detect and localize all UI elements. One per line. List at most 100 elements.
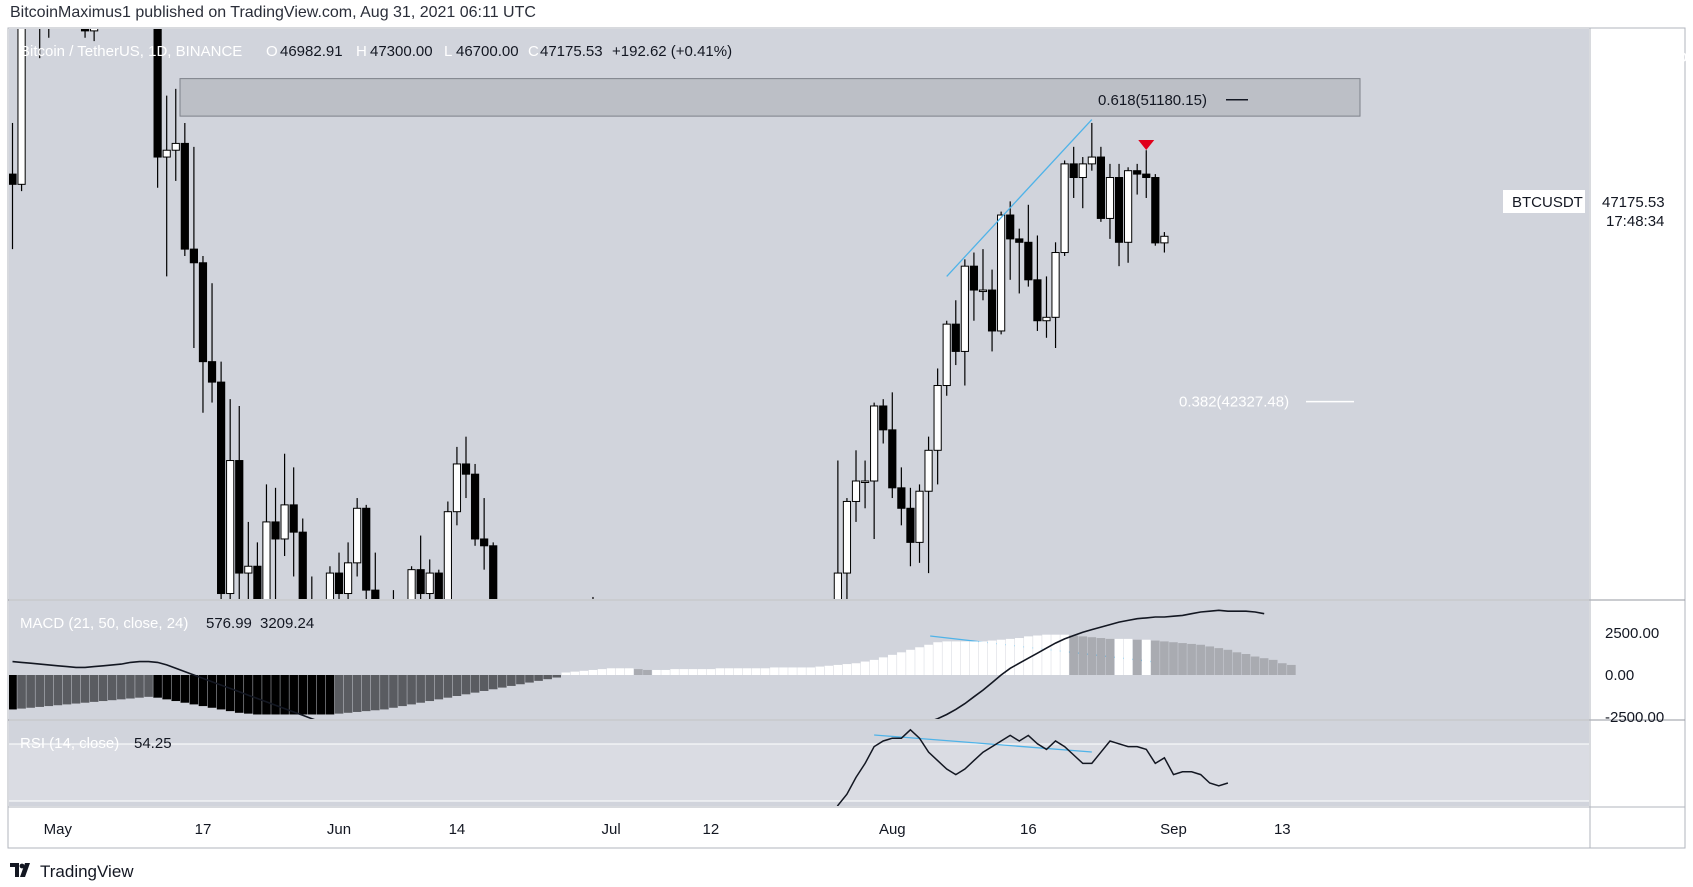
candle-bearish[interactable] xyxy=(951,323,960,352)
price-pane[interactable] xyxy=(9,29,1589,599)
candle-bullish[interactable] xyxy=(978,289,988,293)
candle-bearish[interactable] xyxy=(180,142,189,250)
candle-bullish[interactable] xyxy=(1160,235,1169,244)
candle-bearish[interactable] xyxy=(235,460,244,574)
candle-bullish[interactable] xyxy=(1087,156,1096,165)
resistance-zone[interactable] xyxy=(179,78,1361,117)
candle-bullish[interactable] xyxy=(1060,163,1069,254)
candle-bullish[interactable] xyxy=(353,507,362,564)
candle-bullish[interactable] xyxy=(443,511,452,635)
candle-bearish[interactable] xyxy=(1015,238,1024,243)
candle-bearish[interactable] xyxy=(271,521,280,540)
candle-bullish[interactable] xyxy=(851,480,861,502)
rsi-axis[interactable]: 60.00 xyxy=(1610,775,1648,792)
candle-bullish[interactable] xyxy=(162,149,171,158)
candle-bearish[interactable] xyxy=(371,589,380,634)
candle-bearish[interactable] xyxy=(897,487,906,509)
candle-bearish[interactable] xyxy=(298,531,307,627)
candle-bullish[interactable] xyxy=(915,490,924,543)
macd-histogram-bar xyxy=(361,675,371,712)
candle-bullish[interactable] xyxy=(933,385,942,451)
candle-bearish[interactable] xyxy=(207,361,217,383)
fib-0618-label[interactable]: 0.618(51180.15) xyxy=(1098,92,1207,109)
candle-bearish[interactable] xyxy=(9,173,17,185)
last-price-symbol: BTCUSDT xyxy=(1512,194,1583,211)
candle-bearish[interactable] xyxy=(217,381,226,595)
candle-bullish[interactable] xyxy=(343,562,353,595)
candle-bullish[interactable] xyxy=(280,504,289,540)
candle-bullish[interactable] xyxy=(452,463,462,513)
macd-histogram-bar xyxy=(670,669,679,675)
candle-bullish[interactable] xyxy=(425,572,434,595)
candle-bearish[interactable] xyxy=(153,0,162,158)
candle-bullish[interactable] xyxy=(325,572,335,628)
candle-bullish[interactable] xyxy=(997,214,1006,332)
macd-axis[interactable]: 2500.00 0.00 -2500.00 xyxy=(1605,625,1664,726)
candle-bullish[interactable] xyxy=(1124,170,1133,243)
candle-bearish[interactable] xyxy=(253,565,262,661)
rsi-divergence-line[interactable] xyxy=(874,734,1092,753)
candle-bearish[interactable] xyxy=(906,507,915,543)
candle-bearish[interactable] xyxy=(489,545,498,624)
time-axis[interactable]: May 17 Jun 14 Jul 12 Aug 16 Sep 13 xyxy=(44,821,1291,838)
candle-bullish[interactable] xyxy=(1105,177,1115,219)
price-trendline[interactable] xyxy=(946,119,1093,277)
candle-bearish[interactable] xyxy=(198,262,208,363)
candle-bullish[interactable] xyxy=(407,569,416,706)
candle-bearish[interactable] xyxy=(36,0,43,17)
candle-bullish[interactable] xyxy=(942,323,951,387)
fib-0382-label[interactable]: 0.382(42327.48) xyxy=(1179,394,1289,411)
candle-bearish[interactable] xyxy=(470,473,480,540)
candle-bullish[interactable] xyxy=(833,572,842,638)
candle-bullish[interactable] xyxy=(924,449,933,492)
candle-bearish[interactable] xyxy=(1024,241,1033,281)
candle-bearish[interactable] xyxy=(434,572,443,634)
candle-bullish[interactable] xyxy=(90,0,99,32)
candle-bearish[interactable] xyxy=(1151,177,1160,244)
candle-bearish[interactable] xyxy=(416,569,425,595)
candle-bearish[interactable] xyxy=(987,289,997,332)
candle-bearish[interactable] xyxy=(1069,163,1078,179)
candle-bullish[interactable] xyxy=(842,500,852,574)
macd-line[interactable] xyxy=(12,609,1265,856)
candle-bearish[interactable] xyxy=(80,0,90,32)
candle-bearish[interactable] xyxy=(1142,173,1151,179)
rsi-line[interactable] xyxy=(13,728,1229,887)
candle-bearish[interactable] xyxy=(480,538,489,547)
candle-bullish[interactable] xyxy=(960,265,969,352)
candle-bearish[interactable] xyxy=(334,572,344,595)
macd-histogram-bar xyxy=(452,675,462,696)
symbol-pair[interactable]: Bitcoin / TetherUS, 1D, BINANCE xyxy=(20,43,242,60)
candle-bullish[interactable] xyxy=(860,480,870,483)
candle-bullish[interactable] xyxy=(244,565,253,574)
candle-bearish[interactable] xyxy=(1096,156,1106,219)
candle-bullish[interactable] xyxy=(45,0,52,17)
candle-bearish[interactable] xyxy=(362,507,371,591)
candle-bearish[interactable] xyxy=(1033,279,1042,322)
candle-bullish[interactable] xyxy=(262,521,271,662)
macd-histogram-bar xyxy=(1178,643,1187,675)
candle-bearish[interactable] xyxy=(289,504,298,533)
sell-signal-marker[interactable] xyxy=(1138,140,1155,150)
candle-bullish[interactable] xyxy=(171,142,180,151)
macd-legend[interactable]: MACD (21, 50, close, 24) xyxy=(20,615,188,632)
candle-bearish[interactable] xyxy=(888,429,897,489)
candle-bullish[interactable] xyxy=(870,405,879,482)
candle-bullish[interactable] xyxy=(226,460,235,595)
candle-bullish[interactable] xyxy=(1078,163,1087,179)
candle-bearish[interactable] xyxy=(1114,177,1124,243)
candle-bearish[interactable] xyxy=(1133,170,1142,175)
candle-bearish[interactable] xyxy=(879,405,888,431)
rsi-legend[interactable]: RSI (14, close) xyxy=(20,735,119,752)
candle-bearish[interactable] xyxy=(189,248,199,264)
candle-bullish[interactable] xyxy=(1051,252,1060,318)
candle-bullish[interactable] xyxy=(17,0,26,185)
tradingview-logo[interactable]: TradingView xyxy=(10,862,134,882)
rsi-axis-label: 60.00 xyxy=(1610,775,1648,792)
candle-bullish[interactable] xyxy=(1042,316,1051,322)
candle-bearish[interactable] xyxy=(461,463,471,475)
candle-bearish[interactable] xyxy=(969,265,979,291)
candle-bearish[interactable] xyxy=(1006,214,1015,240)
symbol-legend[interactable]: Bitcoin / TetherUS, 1D, BINANCE O 46982.… xyxy=(20,43,732,60)
